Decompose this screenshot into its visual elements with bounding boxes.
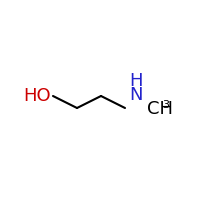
Text: CH: CH [147, 100, 173, 118]
Text: 3: 3 [162, 100, 169, 110]
Text: H: H [130, 72, 143, 90]
Text: N: N [130, 86, 143, 104]
Text: HO: HO [23, 87, 51, 105]
